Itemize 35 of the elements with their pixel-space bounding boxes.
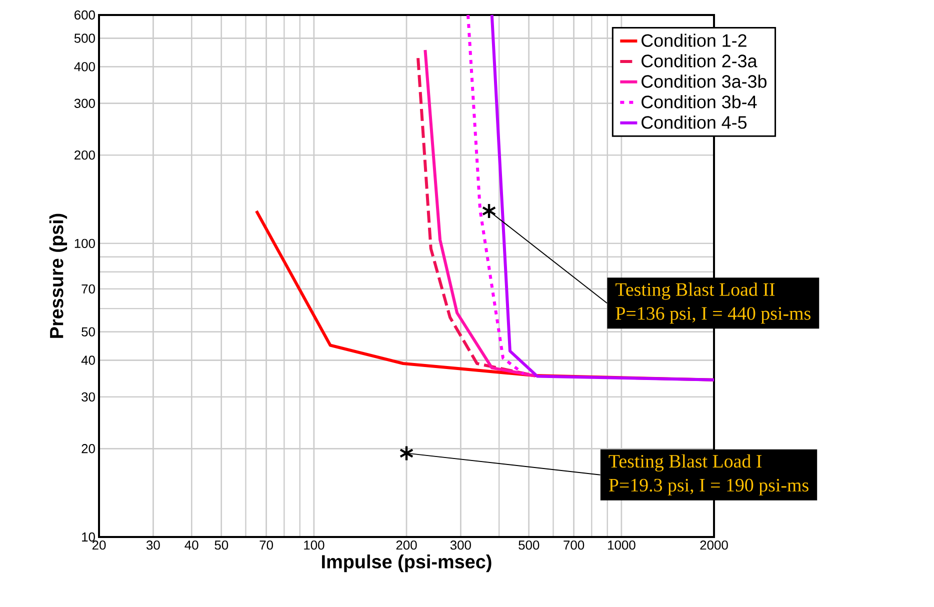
y-tick-label: 50 [82, 327, 95, 336]
x-axis-title: Impulse (psi-msec) [322, 554, 492, 572]
x-tick-label: 200 [396, 540, 417, 550]
y-tick-label: 30 [82, 392, 95, 402]
legend-label: Condition 4-5 [642, 116, 747, 129]
x-tick-label: 700 [564, 540, 584, 550]
annotation: Testing Blast Load II [616, 282, 775, 300]
y-tick-label: 600 [74, 10, 95, 20]
y-tick-label: 70 [82, 284, 95, 294]
x-tick-label: 500 [518, 540, 540, 550]
y-tick-label: 500 [74, 34, 95, 43]
x-tick-label: 20 [92, 540, 106, 550]
y-tick-label: 100 [74, 238, 95, 248]
x-tick-label: 1000 [608, 540, 636, 550]
legend-label: Condition 1-2 [642, 34, 746, 47]
y-tick-label: 20 [82, 444, 95, 454]
legend-label: Condition 2-3a [642, 54, 758, 68]
legend-label: Condition 3a-3b [642, 74, 766, 88]
x-tick-label: 2000 [700, 540, 728, 550]
y-tick-label: 10 [82, 532, 95, 542]
x-tick-label: 30 [146, 540, 160, 550]
legend-label: Condition 3b-4 [642, 95, 757, 108]
annotation: Testing Blast Load I [608, 454, 762, 472]
y-tick-label: 40 [81, 356, 95, 365]
annotation: P=19.3 psi, I = 190 psi-ms [608, 478, 808, 496]
y-axis-title: Pressure (psi) [49, 214, 68, 338]
annotation: P=136 psi, I = 440 psi-ms [616, 307, 810, 324]
x-tick-label: 40 [184, 540, 198, 550]
y-tick-label: 400 [74, 62, 95, 72]
x-tick-label: 300 [450, 540, 471, 550]
y-tick-label: 200 [74, 150, 95, 160]
x-tick-label: 70 [260, 540, 274, 550]
y-tick-label: 300 [74, 98, 95, 108]
x-tick-label: 100 [304, 540, 324, 550]
x-tick-label: 50 [214, 540, 228, 550]
